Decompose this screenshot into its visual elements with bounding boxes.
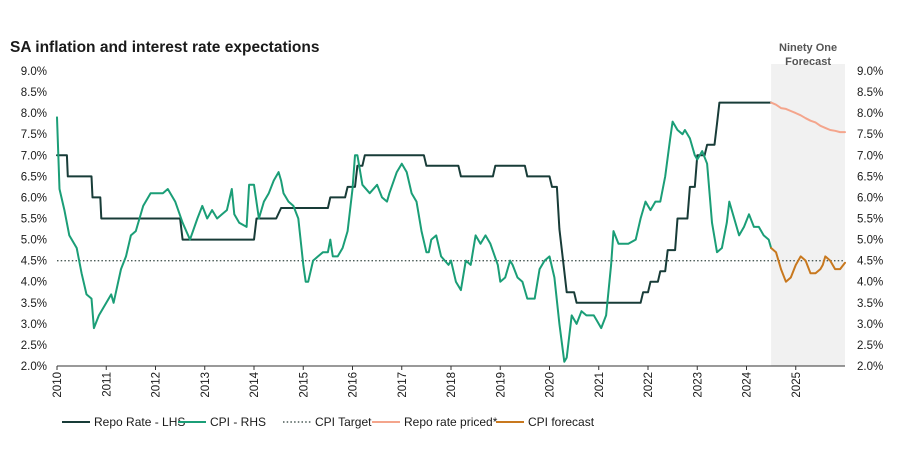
y-tick-right: 2.5% — [857, 340, 883, 352]
x-tick-label: 2025 — [791, 372, 803, 398]
forecast-band — [771, 64, 845, 366]
y-tick-right: 4.5% — [857, 256, 883, 268]
y-tick-right: 4.0% — [857, 277, 883, 289]
legend-label: CPI - RHS — [210, 415, 266, 429]
y-tick-left: 6.0% — [21, 192, 47, 204]
y-tick-left: 8.0% — [21, 108, 47, 120]
y-tick-right: 7.0% — [857, 150, 883, 162]
y-axis-right: 2.0% 2.5% 3.0% 3.5% 4.0% 4.5% 5.0% 5.5% 6.0% 6.5%… — [857, 66, 883, 373]
cpi-forecast-line — [770, 247, 846, 283]
y-tick-right: 2.0% — [857, 361, 883, 373]
y-tick-left: 5.0% — [21, 235, 47, 247]
y-tick-left: 9.0% — [21, 66, 47, 78]
x-tick-label: 2010 — [52, 372, 64, 398]
y-tick-left: 4.0% — [21, 277, 47, 289]
y-tick-left: 3.0% — [21, 319, 47, 331]
x-tick-label: 2012 — [151, 372, 163, 398]
legend-label: CPI forecast — [528, 415, 595, 429]
x-tick-label: 2016 — [348, 372, 360, 398]
x-tick-label: 2020 — [545, 372, 557, 398]
x-tick-label: 2023 — [692, 372, 704, 398]
y-tick-right: 3.0% — [857, 319, 883, 331]
forecast-label-line1: Ninety One — [779, 42, 837, 54]
y-tick-right: 5.5% — [857, 214, 883, 226]
y-tick-left: 7.0% — [21, 150, 47, 162]
y-tick-left: 3.5% — [21, 298, 47, 310]
y-tick-right: 5.0% — [857, 235, 883, 247]
y-tick-right: 6.0% — [857, 192, 883, 204]
x-tick-label: 2011 — [101, 372, 113, 397]
forecast-label-line2: Forecast — [785, 56, 831, 68]
x-tick-label: 2013 — [200, 372, 212, 398]
legend: Repo Rate - LHS CPI - RHS CPI Target Repo r… — [62, 415, 595, 429]
chart-title: SA inflation and interest rate expectati… — [10, 39, 320, 56]
legend-label: CPI Target — [315, 415, 372, 429]
legend-label: Repo rate priced* — [404, 415, 498, 429]
y-tick-right: 8.0% — [857, 108, 883, 120]
y-axis-left: 2.0% 2.5% 3.0% 3.5% 4.0% 4.5% 5.0% 5.5% 6.0% 6.5%… — [21, 66, 47, 373]
y-tick-right: 8.5% — [857, 87, 883, 99]
y-tick-left: 7.5% — [21, 129, 47, 141]
x-tick-label: 2015 — [298, 372, 310, 398]
legend-label: Repo Rate - LHS — [94, 415, 185, 429]
x-tick-label: 2018 — [446, 372, 458, 398]
x-tick-label: 2017 — [397, 372, 409, 398]
y-tick-right: 6.5% — [857, 171, 883, 183]
y-tick-right: 7.5% — [857, 129, 883, 141]
repo-rate-priced-line — [770, 101, 846, 134]
y-tick-left: 4.5% — [21, 256, 47, 268]
x-tick-label: 2014 — [249, 371, 261, 397]
x-tick-label: 2021 — [594, 372, 606, 398]
y-tick-left: 5.5% — [21, 214, 47, 226]
x-tick-label: 2019 — [495, 372, 507, 398]
y-tick-left: 8.5% — [21, 87, 47, 99]
y-tick-right: 9.0% — [857, 66, 883, 78]
repo-rate-line — [56, 101, 773, 304]
series-group — [56, 101, 846, 363]
y-tick-left: 2.0% — [21, 361, 47, 373]
y-tick-right: 3.5% — [857, 298, 883, 310]
x-tick-label: 2022 — [643, 372, 655, 398]
cpi-line — [56, 116, 773, 363]
x-axis: 2010 2011 2012 2013 2014 2015 2016 2017 2018 2019… — [52, 366, 803, 398]
y-tick-left: 2.5% — [21, 340, 47, 352]
y-tick-left: 6.5% — [21, 171, 47, 183]
x-tick-label: 2024 — [742, 371, 754, 397]
